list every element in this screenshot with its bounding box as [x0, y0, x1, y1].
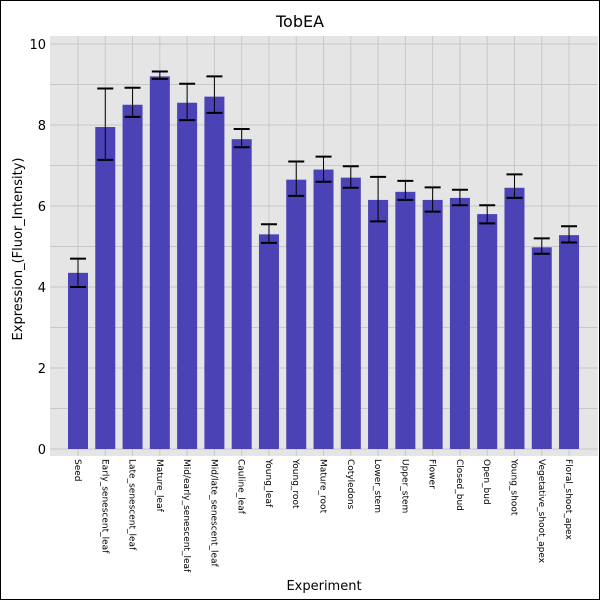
- bar: [68, 272, 88, 449]
- x-tick-label: Closed_bud: [454, 459, 464, 511]
- bar: [395, 191, 416, 449]
- x-tick-label: Late_senescent_leaf: [127, 459, 137, 551]
- y-tick-label: 2: [38, 362, 46, 377]
- y-tick-label: 8: [38, 119, 46, 134]
- bar: [231, 139, 252, 450]
- bar: [504, 187, 525, 449]
- x-tick-label: Early_senescent_leaf: [99, 459, 109, 554]
- x-tick-label: Floral_shoot_apex: [563, 459, 573, 540]
- chart-title: TobEA: [275, 12, 324, 31]
- x-tick-label: Young_root: [290, 458, 300, 509]
- bar: [149, 76, 170, 450]
- x-tick-label: Cauline_leaf: [236, 459, 246, 515]
- x-tick-label: Vegetative_shoot_apex: [536, 459, 546, 564]
- x-tick-label: Mid/early_senescent_leaf: [181, 459, 191, 573]
- bar: [449, 197, 470, 449]
- x-tick-label: Young_shoot: [508, 458, 518, 516]
- y-tick-label: 0: [38, 443, 46, 458]
- bar: [559, 235, 580, 449]
- bar: [258, 234, 279, 449]
- bar: [313, 169, 334, 450]
- bar: [286, 179, 307, 450]
- bar: [422, 199, 443, 449]
- x-tick-label: Cotyledons: [345, 459, 355, 510]
- x-tick-label: Seed: [72, 459, 82, 482]
- x-tick-label: Open_bud: [481, 459, 491, 505]
- x-tick-label: Upper_stem: [399, 459, 409, 513]
- bar: [204, 96, 225, 450]
- bar: [340, 177, 361, 449]
- bar: [368, 199, 389, 449]
- bar: [122, 104, 143, 449]
- x-tick-label: Mature_leaf: [154, 459, 164, 513]
- x-axis-label: Experiment: [286, 579, 361, 594]
- x-tick-label: Young_leaf: [263, 458, 273, 508]
- y-tick-label: 4: [38, 281, 46, 296]
- bar: [177, 102, 198, 449]
- x-tick-label: Mature_root: [318, 459, 328, 514]
- bar: [95, 127, 116, 450]
- y-tick-label: 6: [38, 200, 46, 215]
- x-tick-label: Flower: [427, 459, 437, 489]
- y-tick-label: 10: [29, 38, 46, 53]
- x-tick-label: Lower_stem: [372, 459, 382, 513]
- bar: [531, 247, 552, 449]
- bar: [477, 214, 498, 449]
- y-axis-label: Expression_(Fluor_Intensity): [11, 158, 26, 341]
- x-tick-label: Mid/late_senescent_leaf: [208, 459, 218, 568]
